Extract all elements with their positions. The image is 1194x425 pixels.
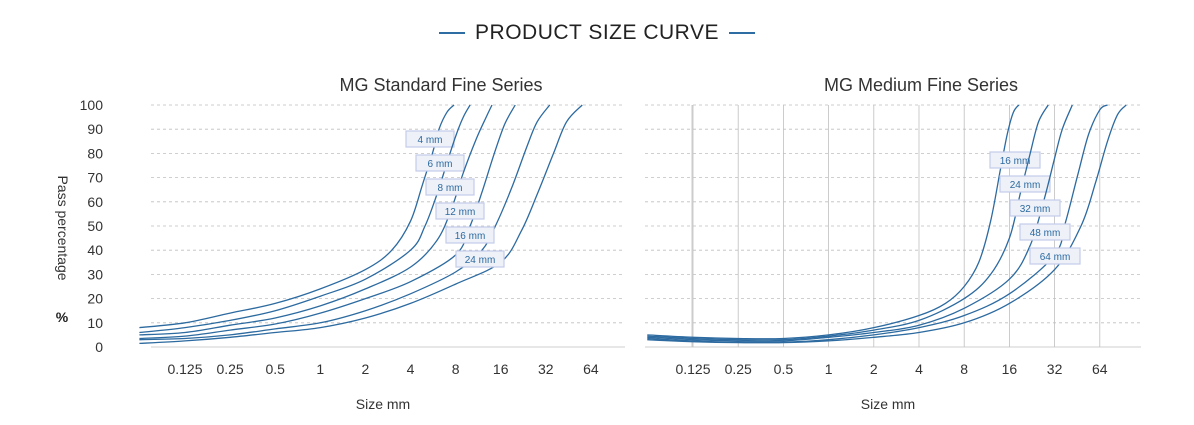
series-label-box-12-mm xyxy=(435,202,485,220)
series-line-12-mm xyxy=(139,104,516,340)
y-tick-label-30: 30 xyxy=(87,266,103,282)
x-tick-label-4: 4 xyxy=(915,361,923,377)
x-tick-label-16: 16 xyxy=(493,361,509,377)
series-label-box-24-mm xyxy=(455,250,505,268)
x-tick-label-0-25: 0.25 xyxy=(216,361,243,377)
x-tick-label-1: 1 xyxy=(825,361,833,377)
series-line-24-mm xyxy=(139,104,583,345)
y-tick-label-80: 80 xyxy=(87,145,103,161)
x-tick-label-0-125: 0.125 xyxy=(675,361,710,377)
series-line-6-mm xyxy=(139,104,471,334)
series-label-box-24-mm xyxy=(999,175,1051,193)
y-tick-label-10: 10 xyxy=(87,315,103,331)
x-tick-label-2: 2 xyxy=(870,361,878,377)
x-tick-label-0-5: 0.5 xyxy=(774,361,794,377)
page-title: PRODUCT SIZE CURVE xyxy=(475,21,719,44)
x-tick-label-64: 64 xyxy=(1092,361,1108,377)
series-line-8-mm xyxy=(139,104,493,336)
series-label-box-8-mm xyxy=(425,178,475,196)
series-label-16-mm: 16 mm xyxy=(455,231,486,242)
chart-title: MG Medium Fine Series xyxy=(824,75,1018,95)
y-tick-label-90: 90 xyxy=(87,121,103,137)
title-rule-left xyxy=(439,32,466,34)
series-line-64-mm xyxy=(647,104,1127,344)
series-line-24-mm xyxy=(647,104,1049,341)
series-line-16-mm xyxy=(139,104,551,341)
series-label-box-32-mm xyxy=(1009,199,1061,217)
series-label-24-mm: 24 mm xyxy=(1010,180,1041,191)
x-axis-label: Size mm xyxy=(356,396,410,412)
chart-panel-standard-fine: MG Standard Fine Series01020304050607080… xyxy=(80,75,625,412)
y-tick-label-70: 70 xyxy=(87,170,103,186)
y-axis-unit: % xyxy=(56,309,69,325)
series-label-4-mm: 4 mm xyxy=(418,135,443,146)
series-label-6-mm: 6 mm xyxy=(428,159,453,170)
x-tick-label-32: 32 xyxy=(538,361,554,377)
series-label-box-16-mm xyxy=(445,226,495,244)
chart-panel-medium-fine: MG Medium Fine Series 0.125 0.25 0.5 1 2 4 8 16 3… xyxy=(645,75,1141,412)
x-tick-label-1: 1 xyxy=(316,361,324,377)
series-line-16-mm xyxy=(647,104,1020,340)
series-line-32-mm xyxy=(647,104,1073,342)
x-tick-label-16: 16 xyxy=(1002,361,1018,377)
y-axis-label: Pass percentage xyxy=(55,175,71,280)
x-tick-label-0-25: 0.25 xyxy=(725,361,752,377)
series-label-box-64-mm xyxy=(1029,247,1081,265)
y-tick-label-20: 20 xyxy=(87,291,103,307)
x-tick-label-2: 2 xyxy=(362,361,370,377)
x-tick-label-0-125: 0.125 xyxy=(167,361,202,377)
series-label-box-4-mm xyxy=(405,130,455,148)
x-tick-label-64: 64 xyxy=(583,361,599,377)
series-label-8-mm: 8 mm xyxy=(438,183,463,194)
x-tick-label-0-5: 0.5 xyxy=(265,361,285,377)
x-tick-label-8: 8 xyxy=(960,361,968,377)
series-label-24-mm: 24 mm xyxy=(465,255,496,266)
x-tick-label-4: 4 xyxy=(407,361,415,377)
x-tick-label-32: 32 xyxy=(1047,361,1063,377)
series-label-16-mm: 16 mm xyxy=(1000,156,1031,167)
series-label-64-mm: 64 mm xyxy=(1040,252,1071,263)
y-tick-label-100: 100 xyxy=(80,97,104,113)
series-line-4-mm xyxy=(139,104,455,329)
y-tick-label-50: 50 xyxy=(87,218,103,234)
page-title-bar: PRODUCT SIZE CURVE xyxy=(0,18,1194,48)
series-label-32-mm: 32 mm xyxy=(1020,204,1051,215)
x-tick-label-8: 8 xyxy=(452,361,460,377)
x-axis-label: Size mm xyxy=(861,396,915,412)
series-label-48-mm: 48 mm xyxy=(1030,228,1061,239)
series-label-box-6-mm xyxy=(415,154,465,172)
y-tick-label-40: 40 xyxy=(87,242,103,258)
shared-y-axis: Pass percentage % xyxy=(55,175,71,325)
y-tick-label-0: 0 xyxy=(95,339,103,355)
series-label-box-48-mm xyxy=(1019,223,1071,241)
y-tick-label-60: 60 xyxy=(87,194,103,210)
chart-title: MG Standard Fine Series xyxy=(339,75,542,95)
title-rule-right xyxy=(728,32,755,34)
series-label-12-mm: 12 mm xyxy=(445,207,476,218)
